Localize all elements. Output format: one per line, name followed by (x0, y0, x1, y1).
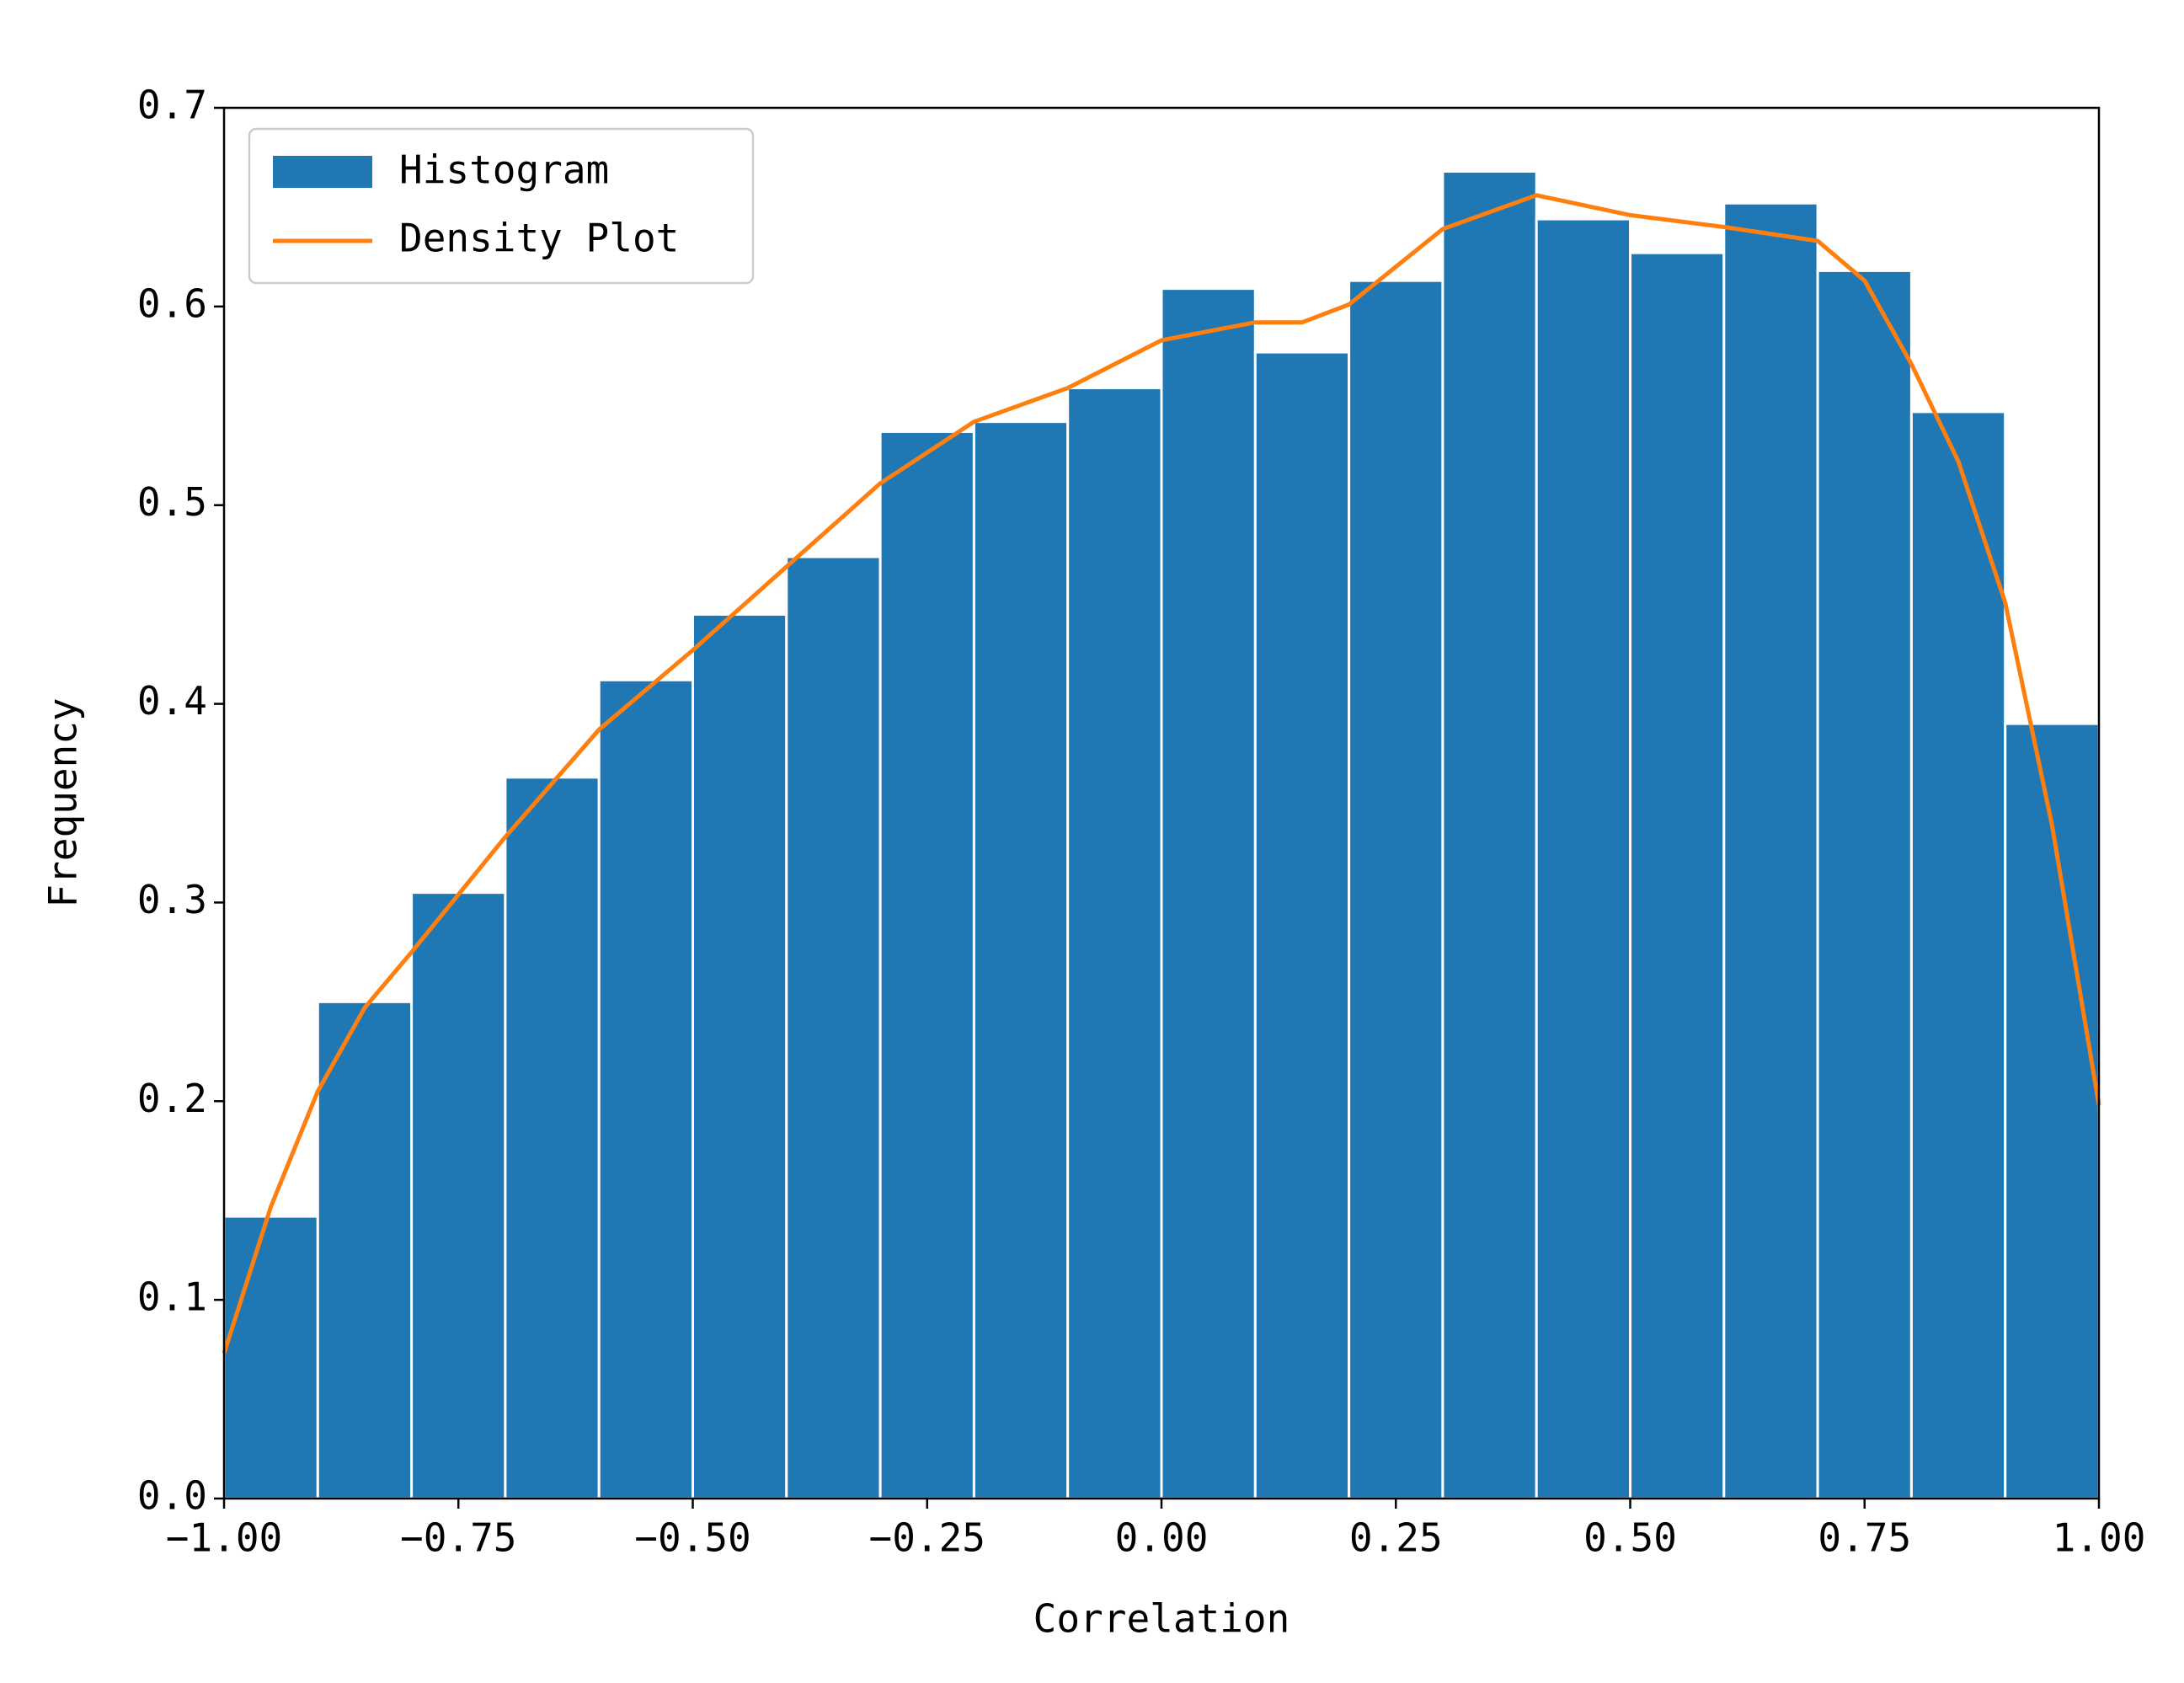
y-tick-label: 0.4 (137, 678, 207, 724)
x-tick-label: 1.00 (2053, 1515, 2146, 1561)
x-tick-label: 0.25 (1349, 1515, 1443, 1561)
x-tick-label: −0.25 (869, 1515, 985, 1561)
bar (972, 420, 1070, 1500)
y-tick-label: 0.0 (137, 1473, 207, 1519)
bar (1066, 387, 1163, 1500)
bar (878, 430, 975, 1500)
bar (410, 891, 507, 1500)
bar (316, 1000, 414, 1500)
bar (504, 776, 601, 1500)
y-tick-label: 0.1 (137, 1274, 207, 1320)
bar (1160, 287, 1257, 1500)
y-axis-label: Frequency (40, 697, 86, 907)
bar (1441, 169, 1538, 1500)
bar (1348, 279, 1444, 1500)
x-tick-label: 0.50 (1583, 1515, 1677, 1561)
bar (1909, 410, 2007, 1500)
y-tick-label: 0.2 (137, 1076, 207, 1121)
bar (692, 612, 788, 1500)
y-tick-label: 0.7 (137, 83, 207, 128)
legend-label: Histogram (399, 147, 609, 193)
y-tick-label: 0.6 (137, 280, 207, 326)
x-tick-label: −1.00 (166, 1515, 282, 1561)
bar (2004, 722, 2101, 1500)
bar (1535, 217, 1631, 1500)
legend-swatch (273, 156, 372, 188)
bar (1816, 269, 1913, 1500)
bar (1629, 251, 1726, 1500)
bar (1722, 201, 1819, 1500)
legend-box (248, 127, 755, 285)
density-line (222, 193, 2101, 1354)
x-axis-label: Correlation (1033, 1596, 1290, 1642)
x-tick-label: −0.50 (634, 1515, 750, 1561)
y-tick-label: 0.5 (137, 479, 207, 525)
bar (222, 1215, 319, 1500)
bar (597, 678, 695, 1500)
y-tick-label: 0.3 (137, 877, 207, 922)
bar (785, 555, 882, 1500)
x-tick-label: 0.00 (1115, 1515, 1209, 1561)
x-tick-label: −0.75 (400, 1515, 516, 1561)
legend-label: Density Plot (399, 216, 679, 261)
bar (1253, 350, 1351, 1500)
x-tick-label: 0.75 (1818, 1515, 1911, 1561)
